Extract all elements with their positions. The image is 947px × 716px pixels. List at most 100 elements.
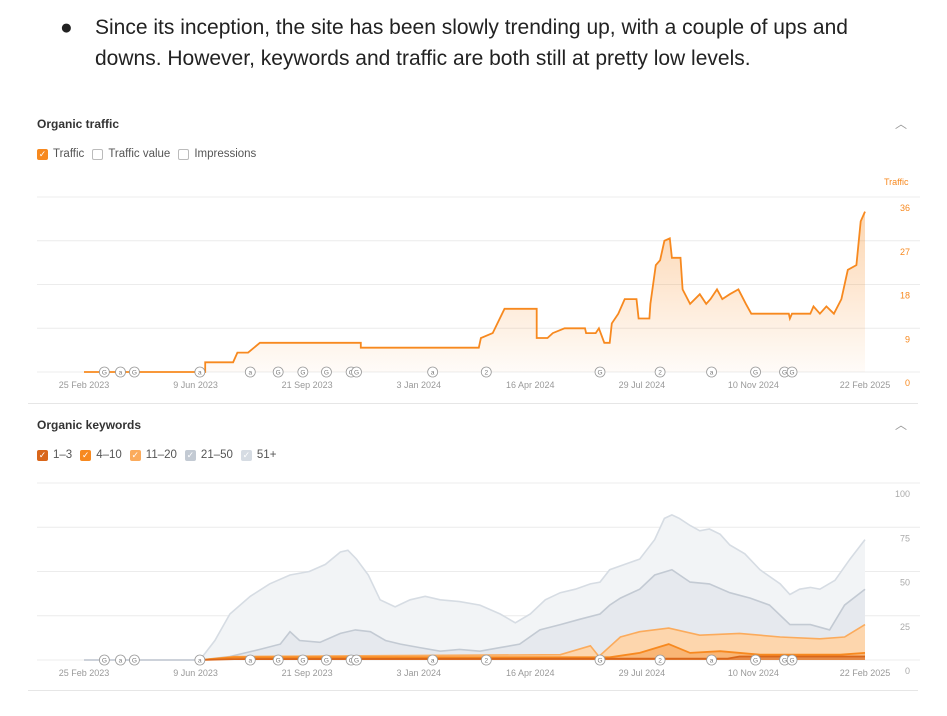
- annotation-marker: G: [272, 366, 284, 378]
- legend-item-1-3[interactable]: ✓ 1–3: [37, 449, 72, 461]
- area-traffic: [84, 211, 865, 372]
- annotation-marker: G: [779, 654, 790, 666]
- annotation-marker: G: [750, 366, 761, 378]
- checkbox-checked-icon[interactable]: ✓: [184, 449, 196, 461]
- annotation-label: a: [431, 658, 435, 665]
- annotation-marker: a: [427, 654, 439, 666]
- y-tick-label: 0: [905, 666, 910, 676]
- legend-label: 11–20: [145, 449, 177, 461]
- traffic-legend: ✓ Traffic Traffic value Impressions: [37, 148, 256, 160]
- annotation-label: a: [431, 370, 435, 377]
- annotation-label: G: [753, 370, 758, 377]
- series-line-traffic: [84, 211, 866, 373]
- annotation-label: 2: [658, 658, 662, 665]
- legend-item-4-10[interactable]: ✓ 4–10: [80, 449, 122, 461]
- annotation-marker: G: [129, 654, 140, 666]
- legend-item-21-50[interactable]: ✓ 21–50: [184, 449, 233, 461]
- x-tick-label: 22 Feb 2025: [840, 668, 891, 678]
- y-tick-label: 25: [900, 622, 910, 632]
- annotation-circle-icon: [272, 366, 284, 378]
- legend-item-traffic[interactable]: ✓ Traffic: [37, 148, 84, 160]
- annotation-marker: G: [786, 654, 798, 666]
- annotation-marker: a: [706, 654, 717, 666]
- legend-label: 1–3: [53, 449, 73, 461]
- x-tick-label: 10 Nov 2024: [728, 380, 779, 390]
- annotation-circle-icon: [706, 654, 717, 666]
- annotation-marker: G: [750, 654, 761, 666]
- checkbox-checked-icon[interactable]: ✓: [37, 148, 48, 160]
- collapse-traffic-chevron-icon[interactable]: ︿: [895, 117, 908, 131]
- annotation-marker: a: [427, 366, 439, 378]
- x-tick-label: 25 Feb 2023: [59, 668, 110, 678]
- annotation-marker: G: [594, 654, 606, 666]
- x-tick-label: 21 Sep 2023: [282, 668, 333, 678]
- annotation-circle-icon: [98, 654, 110, 666]
- annotation-label: G: [782, 658, 787, 665]
- annotation-label: G: [300, 370, 305, 377]
- legend-item-traffic-value[interactable]: Traffic value: [92, 148, 170, 160]
- annotation-marker: a: [706, 366, 717, 378]
- annotation-label: G: [354, 370, 359, 377]
- annotation-marker: 2: [480, 366, 492, 378]
- annotation-marker: G: [321, 366, 332, 378]
- x-tick-label: 3 Jan 2024: [396, 668, 441, 678]
- collapse-keywords-chevron-icon[interactable]: ︿: [895, 418, 908, 432]
- keywords-legend: ✓ 1–3 ✓ 4–10 ✓ 11–20 ✓ 21–50 ✓ 51+: [37, 449, 276, 461]
- series-line-11-20: [199, 623, 866, 661]
- annotation-circle-icon: [706, 366, 717, 378]
- x-tick-label: 29 Jul 2024: [619, 380, 666, 390]
- annotation-circle-icon: [786, 366, 798, 378]
- annotation-label: G: [790, 658, 795, 665]
- legend-label: 51+: [256, 449, 277, 461]
- series-line-21-50: [84, 568, 866, 661]
- organic-keywords-title: Organic keywords: [37, 418, 142, 432]
- checkbox-checked-icon[interactable]: ✓: [37, 449, 48, 461]
- annotation-label: G: [753, 658, 758, 665]
- legend-label: Traffic value: [108, 148, 171, 160]
- annotation-marker: 2: [480, 654, 492, 666]
- y-tick-label: 100: [895, 489, 910, 499]
- annotation-marker: a: [194, 654, 206, 666]
- series-line-51+: [84, 514, 866, 661]
- x-tick-label: 29 Jul 2024: [619, 668, 666, 678]
- checkbox-unchecked-icon[interactable]: [92, 148, 104, 160]
- annotation-circle-icon: [480, 366, 492, 378]
- bullet-text: Since its inception, the site has been s…: [95, 16, 848, 70]
- checkbox-unchecked-icon[interactable]: [178, 148, 190, 160]
- annotation-marker: G: [297, 366, 309, 378]
- y-tick-label: 18: [900, 291, 910, 301]
- traffic-axis-title: Traffic: [884, 177, 909, 187]
- x-tick-label: 25 Feb 2023: [59, 380, 110, 390]
- checkbox-checked-icon[interactable]: ✓: [240, 449, 252, 461]
- annotation-label: G: [132, 658, 137, 665]
- checkbox-checked-icon[interactable]: ✓: [80, 449, 92, 461]
- x-tick-label: 21 Sep 2023: [282, 380, 333, 390]
- annotation-label: G: [132, 370, 137, 377]
- annotation-marker: a: [244, 654, 256, 666]
- annotation-label: G: [324, 370, 329, 377]
- x-tick-label: 22 Feb 2025: [840, 380, 891, 390]
- checkbox-checked-icon[interactable]: ✓: [129, 449, 141, 461]
- x-tick-label: 3 Jan 2024: [396, 380, 441, 390]
- annotation-circle-icon: [786, 654, 798, 666]
- annotation-circle-icon: [427, 366, 439, 378]
- y-tick-label: 0: [905, 378, 910, 388]
- annotation-circle-icon: [129, 366, 140, 378]
- annotation-marker: G: [98, 366, 110, 378]
- annotation-label: G: [102, 658, 107, 665]
- annotation-label: a: [710, 658, 714, 665]
- annotation-circle-icon: [115, 654, 126, 666]
- annotation-label: G: [102, 370, 107, 377]
- annotation-circle-icon: [194, 366, 206, 378]
- x-tick-label: 9 Jun 2023: [173, 380, 218, 390]
- annotation-marker: G: [786, 366, 798, 378]
- annotation-circle-icon: [297, 654, 309, 666]
- annotation-marker: G: [129, 366, 140, 378]
- annotation-label: G: [782, 370, 787, 377]
- legend-item-impressions[interactable]: Impressions: [178, 148, 256, 160]
- annotation-circle-icon: [194, 654, 206, 666]
- y-tick-label: 75: [900, 533, 910, 543]
- legend-item-51+[interactable]: ✓ 51+: [240, 449, 277, 461]
- organic-traffic-chart: 0 9 18 27 36 25 Feb 2023 9 Jun 2023 21 Sep 2023…: [37, 196, 920, 390]
- legend-item-11-20[interactable]: ✓ 11–20: [129, 449, 177, 461]
